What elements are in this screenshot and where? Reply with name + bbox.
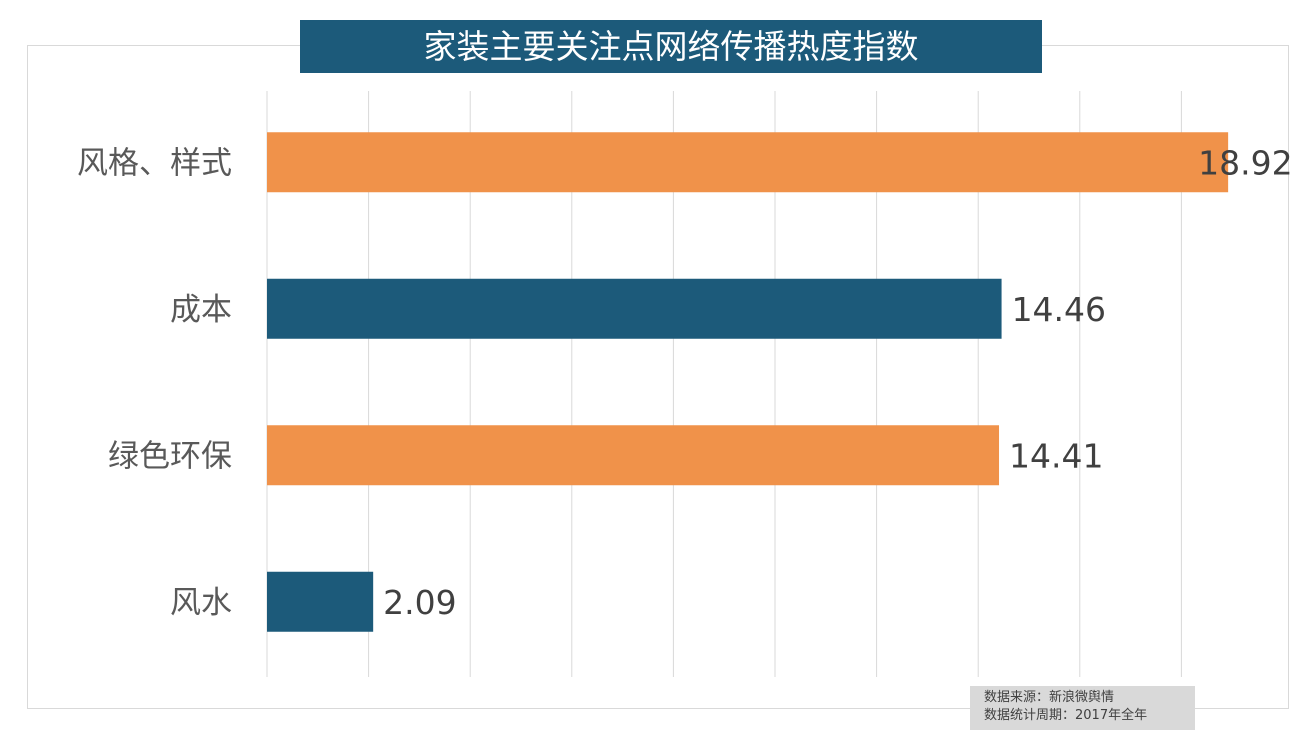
source-line: 数据来源：新浪微舆情	[984, 690, 1115, 705]
category-label: 绿色环保	[108, 438, 232, 474]
bar	[267, 571, 374, 632]
period-line: 数据统计周期：2017年全年	[984, 708, 1148, 723]
source-note: 数据来源：新浪微舆情 数据统计周期：2017年全年	[970, 686, 1195, 730]
chart-title: 家装主要关注点网络传播热度指数	[300, 20, 1042, 73]
data-label: 2.09	[383, 583, 456, 622]
bar	[267, 132, 1229, 193]
data-label: 18.92	[1198, 143, 1292, 182]
bar	[267, 425, 1000, 486]
category-label: 风水	[170, 585, 232, 621]
data-label: 14.46	[1012, 290, 1106, 329]
bar	[267, 278, 1002, 339]
category-label: 成本	[170, 292, 232, 328]
data-label: 14.41	[1009, 436, 1103, 475]
category-label: 风格、样式	[77, 145, 232, 181]
